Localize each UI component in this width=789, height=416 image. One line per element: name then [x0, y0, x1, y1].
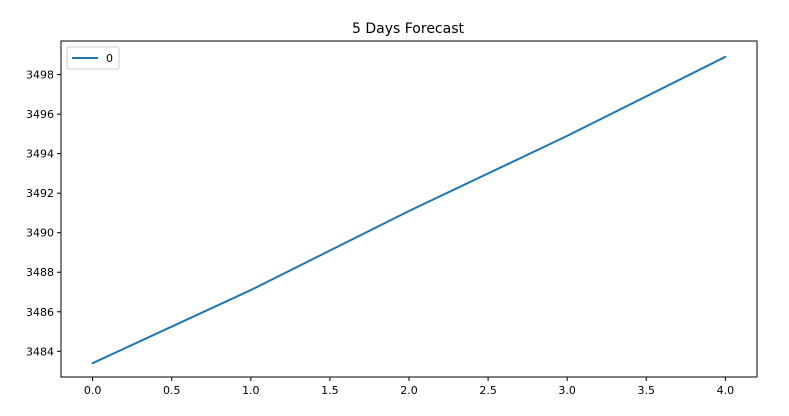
- y-axis: 3484 3486 3488 3490 3492 3494 3496 3498: [26, 69, 61, 358]
- y-tick-label: 3498: [26, 69, 54, 82]
- x-tick-label: 1.0: [242, 384, 260, 397]
- plot-area: [60, 40, 758, 378]
- y-tick-label: 3496: [26, 108, 54, 121]
- y-tick-label: 3492: [26, 187, 54, 200]
- y-tick-label: 3490: [26, 227, 54, 240]
- x-axis: 0.0 0.5 1.0 1.5 2.0 2.5 3.0 3.5 4.0: [84, 377, 734, 397]
- series-line-0: [91, 55, 727, 365]
- y-tick-label: 3484: [26, 345, 54, 358]
- chart-title: 5 Days Forecast: [352, 21, 464, 37]
- x-tick-label: 3.5: [638, 384, 656, 397]
- x-tick-label: 0.5: [163, 384, 181, 397]
- series-layer: [91, 55, 727, 365]
- x-tick-label: 3.0: [558, 384, 576, 397]
- x-tick-label: 1.5: [321, 384, 339, 397]
- legend-label: 0: [106, 52, 113, 65]
- x-tick-label: 2.5: [479, 384, 497, 397]
- legend: 0: [66, 46, 120, 70]
- y-tick-label: 3488: [26, 266, 54, 279]
- x-tick-label: 2.0: [400, 384, 418, 397]
- y-tick-label: 3494: [26, 148, 54, 161]
- y-tick-label: 3486: [26, 306, 54, 319]
- x-tick-label: 4.0: [717, 384, 735, 397]
- x-tick-label: 0.0: [84, 384, 102, 397]
